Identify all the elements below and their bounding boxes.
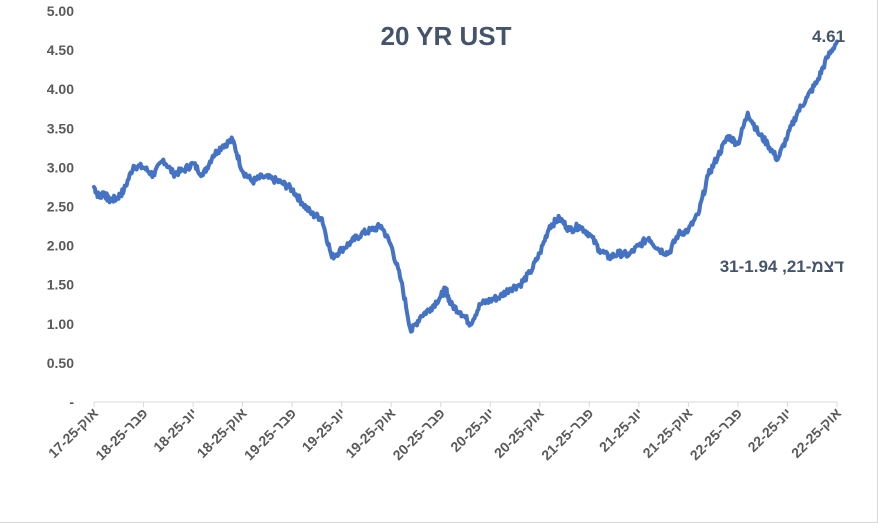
y-tick-label: 1.50 xyxy=(47,277,74,293)
x-tick-label: 22-פבר-25 xyxy=(687,405,745,463)
x-tick-label: 19-פבר-25 xyxy=(241,405,299,463)
x-axis: 17-אוק-2518-פבר-2518-יונ-2518-אוק-2519-פ… xyxy=(45,402,844,463)
y-tick-label: - xyxy=(69,394,74,410)
y-tick-label: 4.50 xyxy=(47,42,74,58)
series-line xyxy=(92,39,839,334)
x-tick-label: 19-יונ-25 xyxy=(299,405,349,455)
y-tick-label: 3.00 xyxy=(47,159,74,175)
y-tick-label: 4.00 xyxy=(47,81,74,97)
x-tick-label: 20-פבר-25 xyxy=(389,405,447,463)
y-axis: 5.00 4.50 4.00 3.50 3.00 2.50 2.00 1.50 1.00 0.50… xyxy=(47,3,75,410)
end-value-label: 4.61 xyxy=(812,27,845,46)
y-tick-label: 2.00 xyxy=(47,238,74,254)
y-tick-label: 2.50 xyxy=(47,199,74,215)
point-annotation: 31-דצמ-21, 1.94 xyxy=(720,257,844,276)
y-tick-label: 3.50 xyxy=(47,120,74,136)
x-tick-label: 18-יונ-25 xyxy=(150,405,200,455)
y-tick-label: 1.00 xyxy=(47,316,74,332)
x-tick-label: 22-יונ-25 xyxy=(744,405,794,455)
x-tick-label: 21-פבר-25 xyxy=(538,405,596,463)
chart-title: 20 YR UST xyxy=(380,21,511,51)
x-tick-label: 18-פבר-25 xyxy=(92,405,150,463)
x-tick-label: 22-אוק-25 xyxy=(788,404,844,460)
y-tick-label: 5.00 xyxy=(47,3,74,19)
y-tick-label: 0.50 xyxy=(47,355,74,371)
x-tick-label: 20-יונ-25 xyxy=(447,405,497,455)
x-tick-label: 21-יונ-25 xyxy=(596,405,646,455)
